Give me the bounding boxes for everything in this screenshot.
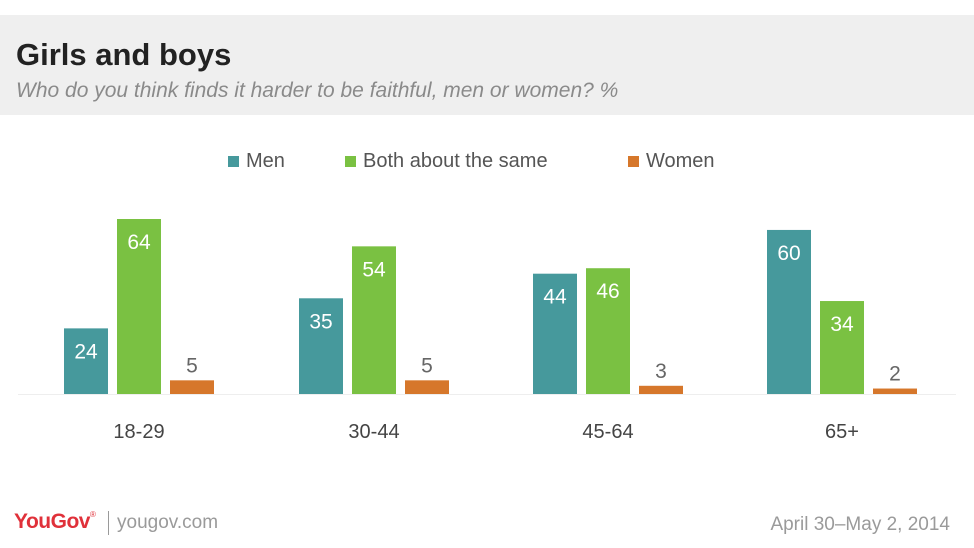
bar-women-65+ xyxy=(873,388,917,394)
data-label-both-30-44: 54 xyxy=(362,258,386,281)
bar-both-18-29 xyxy=(117,219,161,394)
bar-both-30-44 xyxy=(352,246,396,394)
data-label-men-65+: 60 xyxy=(777,242,800,265)
data-label-women-45-64: 3 xyxy=(655,360,667,383)
data-label-women-18-29: 5 xyxy=(186,354,198,377)
header-band: Girls and boys Who do you think finds it… xyxy=(0,15,974,115)
data-label-men-18-29: 24 xyxy=(74,340,98,363)
data-label-both-65+: 34 xyxy=(830,313,854,336)
data-label-men-30-44: 35 xyxy=(309,310,332,333)
legend-label-men: Men xyxy=(246,150,285,172)
bar-men-65+ xyxy=(767,229,811,394)
legend-swatch-women xyxy=(628,156,639,167)
footer-divider xyxy=(108,511,109,535)
data-label-women-30-44: 5 xyxy=(421,354,433,377)
data-label-both-45-64: 46 xyxy=(596,280,619,303)
footer-url: yougov.com xyxy=(117,512,219,533)
legend-label-women: Women xyxy=(646,150,715,172)
data-label-women-65+: 2 xyxy=(889,363,901,386)
bar-men-18-29 xyxy=(64,328,108,394)
x-tick-label-65+: 65+ xyxy=(825,421,859,443)
x-tick-label-45-64: 45-64 xyxy=(582,421,633,443)
bar-women-45-64 xyxy=(639,385,683,394)
bar-women-18-29 xyxy=(170,380,214,394)
legend-swatch-men xyxy=(228,156,239,167)
bar-women-30-44 xyxy=(405,380,449,394)
x-tick-label-30-44: 30-44 xyxy=(348,421,399,443)
chart-title: Girls and boys xyxy=(16,37,232,72)
bar-both-45-64 xyxy=(586,268,630,394)
yougov-logo: YouGov® xyxy=(14,510,96,533)
bar-men-45-64 xyxy=(533,273,577,394)
legend-swatch-both xyxy=(345,156,356,167)
legend-label-both: Both about the same xyxy=(363,150,548,172)
data-label-men-45-64: 44 xyxy=(543,286,567,309)
footer-date: April 30–May 2, 2014 xyxy=(770,514,950,535)
bar-men-30-44 xyxy=(299,298,343,394)
data-label-both-18-29: 64 xyxy=(127,231,151,254)
chart-subtitle: Who do you think finds it harder to be f… xyxy=(16,79,619,102)
x-tick-label-18-29: 18-29 xyxy=(113,421,164,443)
legend: Men Both about the same Women xyxy=(0,150,974,176)
bar-both-65+ xyxy=(820,301,864,394)
